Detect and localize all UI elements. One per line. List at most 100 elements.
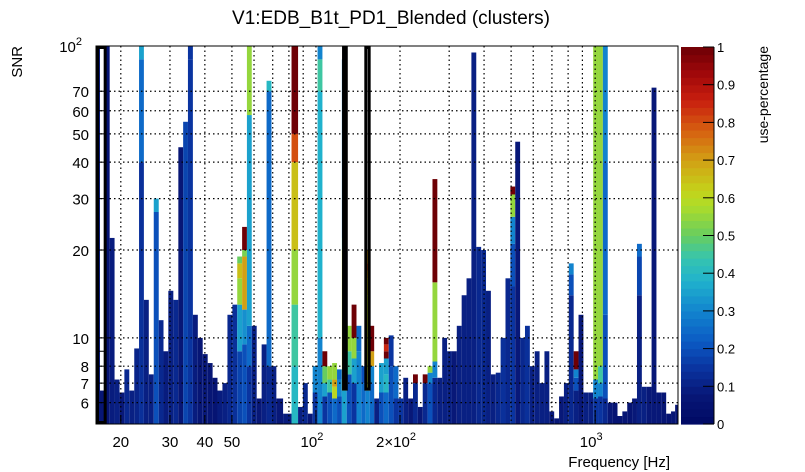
histogram-bin — [168, 290, 174, 424]
histogram-bin — [346, 325, 352, 352]
color-scale-band — [681, 235, 714, 244]
histogram-column — [369, 325, 375, 424]
histogram-column — [307, 413, 313, 424]
histogram-bin — [432, 377, 438, 424]
histogram-bin — [456, 325, 462, 424]
color-scale-band — [681, 280, 714, 289]
histogram-column — [524, 325, 530, 424]
histogram-bin — [317, 91, 323, 338]
histogram-bin — [656, 392, 662, 424]
histogram-column — [346, 325, 352, 424]
color-scale-band — [681, 114, 714, 123]
histogram-column — [124, 369, 130, 424]
histogram-bin — [365, 390, 370, 424]
selection-box — [96, 46, 107, 424]
histogram-bin — [114, 379, 120, 424]
histogram-bin — [327, 366, 333, 380]
histogram-bin — [178, 147, 184, 425]
histogram-bin — [393, 398, 399, 424]
histogram-column — [661, 392, 667, 424]
histogram-bin — [383, 344, 389, 352]
histogram-column — [622, 411, 628, 424]
histogram-bin — [573, 351, 579, 370]
histogram-column — [636, 243, 642, 424]
color-scale-band — [681, 122, 714, 131]
histogram-bin — [291, 46, 299, 134]
histogram-bins — [96, 46, 678, 425]
color-scale-tick-label: 0.8 — [717, 115, 735, 130]
histogram-bin — [602, 398, 608, 424]
histogram-bin — [271, 366, 277, 424]
histogram-bin — [568, 274, 574, 296]
histogram-column — [612, 402, 618, 424]
histogram-column — [529, 366, 535, 424]
histogram-bin — [451, 351, 457, 424]
histogram-bin — [361, 383, 366, 424]
histogram-bin — [383, 358, 389, 375]
histogram-column — [246, 46, 252, 424]
histogram-column — [197, 337, 203, 424]
histogram-bin — [383, 374, 389, 393]
histogram-bin — [158, 320, 164, 424]
histogram-bin — [617, 416, 623, 424]
histogram-column — [573, 351, 579, 424]
histogram-bin — [212, 377, 218, 424]
histogram-column — [559, 396, 564, 424]
histogram-column — [317, 46, 323, 424]
histogram-column — [520, 337, 525, 424]
y-tick-label: 102 — [59, 36, 82, 56]
histogram-bin — [442, 337, 448, 424]
histogram-bin — [598, 366, 603, 384]
histogram-bin — [539, 383, 545, 424]
color-scale-band — [681, 160, 714, 169]
x-tick-exponent: 2 — [410, 431, 416, 443]
color-scale-band — [681, 363, 714, 372]
histogram-column — [158, 320, 164, 424]
histogram-bin — [612, 402, 618, 424]
histogram-bin — [598, 396, 603, 424]
histogram-bin — [510, 186, 516, 195]
histogram-bin — [671, 411, 676, 424]
histogram-column — [207, 363, 213, 424]
selection-box — [364, 46, 371, 391]
histogram-column — [168, 290, 174, 424]
histogram-bin — [461, 295, 467, 424]
histogram-bin — [422, 374, 428, 384]
histogram-bin — [187, 59, 193, 425]
histogram-bin — [476, 246, 482, 424]
color-scale-tick-label: 0.9 — [717, 78, 735, 93]
color-scale-band — [681, 137, 714, 146]
histogram-bin — [346, 374, 352, 424]
histogram-bin — [246, 115, 252, 326]
histogram-column — [451, 351, 457, 424]
histogram-bin — [139, 46, 144, 60]
histogram-bin — [337, 379, 342, 397]
histogram-column — [447, 351, 452, 424]
histogram-column — [510, 186, 516, 424]
histogram-bin — [466, 278, 472, 424]
color-scale-band — [681, 318, 714, 327]
histogram-bin — [641, 386, 647, 424]
color-scale-band — [681, 152, 714, 161]
color-scale-band — [681, 408, 714, 418]
color-scale-band — [681, 386, 714, 395]
color-scale-band — [681, 258, 714, 267]
histogram-bin — [383, 351, 389, 359]
histogram-bin — [636, 295, 642, 424]
histogram-bin — [534, 351, 540, 424]
histogram-bin — [322, 366, 328, 384]
histogram-column — [298, 406, 303, 424]
histogram-column — [222, 383, 228, 424]
histogram-column — [153, 198, 159, 424]
histogram-column — [276, 398, 284, 424]
color-scale-tick-label: 0.1 — [717, 379, 735, 394]
histogram-column — [322, 351, 328, 424]
histogram-bin — [481, 250, 487, 424]
histogram-column — [568, 263, 574, 424]
histogram-column — [563, 383, 569, 424]
histogram-column — [361, 366, 366, 424]
histogram-bin — [327, 379, 333, 393]
histogram-bin — [129, 390, 135, 424]
histogram-column — [114, 379, 120, 424]
histogram-column — [379, 363, 384, 424]
